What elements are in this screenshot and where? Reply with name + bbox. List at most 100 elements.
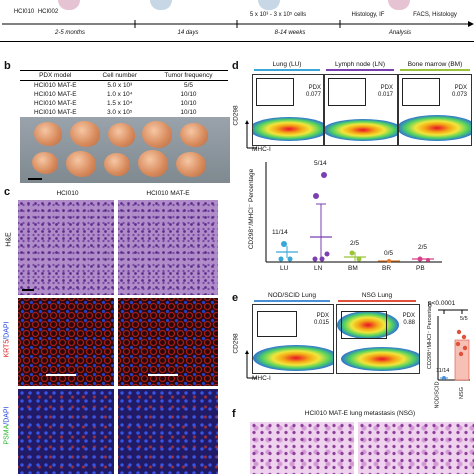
data-point-ln bbox=[312, 256, 318, 262]
timeline-step-facs: FACS, Histology bbox=[413, 12, 457, 18]
table-header: Cell number bbox=[102, 72, 137, 79]
data-point-pb bbox=[426, 258, 430, 262]
tumor bbox=[32, 152, 58, 174]
title-underline bbox=[338, 300, 416, 302]
facs-title-bm-text: Bone marrow (BM) bbox=[407, 61, 463, 68]
facs-density bbox=[253, 117, 323, 141]
table-header: Tumor frequency bbox=[164, 72, 213, 79]
x-tick-bm: BM bbox=[348, 265, 358, 272]
data-point-lu bbox=[287, 256, 293, 262]
facs-title-lung: Lung (LU) bbox=[252, 61, 322, 71]
tumor bbox=[138, 150, 168, 177]
fraction-lu: 11/14 bbox=[272, 229, 288, 236]
table-cell: 10/10 bbox=[180, 100, 197, 107]
facs-pdx-readout: PDX 0.88 bbox=[383, 313, 415, 327]
fraction-pb: 2/5 bbox=[418, 244, 428, 251]
fraction-nodscid: 11/14 bbox=[436, 368, 450, 374]
facs-title-nsg: NSG Lung bbox=[336, 292, 418, 302]
psma-image-hci010 bbox=[18, 389, 114, 474]
timeline-cells: 5 x 10³ - 3 x 10⁵ cells bbox=[249, 12, 307, 18]
dot-plot-e bbox=[437, 309, 470, 381]
duration-3: 8-14 weeks bbox=[274, 30, 306, 36]
facs-gate bbox=[341, 311, 387, 339]
facs-gate bbox=[402, 78, 440, 106]
facs-pdx-readout: PDX 0.015 bbox=[297, 313, 329, 327]
timeline-label-hci002: HCI002 bbox=[37, 9, 59, 15]
column-header-hci010: HCI010 bbox=[56, 190, 79, 197]
facs-title-nodscid: NOD/SCID Lung bbox=[252, 292, 332, 302]
pvalue-label: p<0.0001 bbox=[428, 300, 456, 307]
he-image-hci010 bbox=[18, 200, 114, 295]
scale-bar bbox=[46, 374, 76, 376]
x-tick-ln: LN bbox=[314, 265, 323, 272]
facs-plot-lung: PDX 0.077 bbox=[252, 74, 324, 146]
table-cell: 10/10 bbox=[180, 91, 197, 98]
krt5-image-hci010 bbox=[18, 298, 114, 386]
facs-pdx-readout: PDX 0.077 bbox=[293, 85, 321, 99]
x-tick-lu: LU bbox=[280, 265, 289, 272]
timeline-label-hci010: HCI010 bbox=[13, 9, 35, 15]
panel-d-letter: d bbox=[232, 60, 239, 72]
duration-4: Analysis bbox=[388, 30, 412, 36]
krt5-image-mat-e bbox=[118, 298, 218, 386]
facs-density bbox=[341, 347, 419, 371]
table-header: PDX model bbox=[39, 72, 72, 79]
dapi-label: /DAPI bbox=[3, 321, 11, 340]
facs-density bbox=[325, 119, 397, 141]
data-point-ln bbox=[313, 193, 319, 199]
facs-pdx-readout: PDX 0.073 bbox=[439, 85, 467, 99]
facs-x-axis-label: MHC-I bbox=[252, 146, 271, 153]
table-cell: 5.0 x 10³ bbox=[107, 82, 133, 89]
psma-label: PSMA bbox=[3, 424, 11, 445]
e-ylabel: CD298⁺/MHCI⁻ Percentage bbox=[427, 300, 433, 370]
facs-e-x-axis-label: MHC-I bbox=[252, 375, 271, 382]
mouse-illustration-1 bbox=[58, 0, 80, 10]
psma-image-mat-e bbox=[118, 389, 218, 474]
data-point-nodscid bbox=[442, 376, 446, 380]
table-cell: HCI010 MAT-E bbox=[34, 82, 77, 89]
data-point-lu bbox=[278, 256, 284, 262]
facs-plot-bm: PDX 0.073 bbox=[398, 74, 472, 146]
mouse-illustration-3 bbox=[258, 0, 280, 10]
row-label-psma: PSMA/DAPI bbox=[4, 401, 11, 451]
facs-density bbox=[399, 115, 471, 141]
panel-e-letter: e bbox=[232, 292, 239, 304]
facs-title-nodscid-text: NOD/SCID Lung bbox=[267, 292, 317, 299]
data-point-br bbox=[387, 259, 391, 263]
pdx-label: PDX bbox=[316, 313, 329, 319]
panel-c-letter: c bbox=[4, 186, 11, 198]
scale-bar bbox=[148, 374, 178, 376]
timeline-divider bbox=[0, 41, 474, 42]
pdx-label: PDX bbox=[402, 313, 415, 319]
dot-plot-d bbox=[265, 162, 442, 263]
facs-title-ln: Lymph node (LN) bbox=[324, 61, 396, 71]
column-header-mat-e: HCI010 MAT-E bbox=[146, 190, 190, 197]
facs-pdx-readout: PDX 0.017 bbox=[365, 85, 393, 99]
facs-title-lung-text: Lung (LU) bbox=[272, 61, 302, 68]
data-point-ln bbox=[321, 172, 327, 178]
fraction-ln: 5/14 bbox=[314, 160, 327, 167]
tumor-photo bbox=[20, 117, 230, 183]
data-point-nsg bbox=[455, 341, 461, 347]
data-point-ln bbox=[324, 251, 330, 257]
data-point-nsg bbox=[462, 345, 468, 351]
facs-title-bm: Bone marrow (BM) bbox=[398, 61, 472, 71]
panel-f-title: HCI010 MAT-E lung metastasis (NSG) bbox=[304, 410, 416, 417]
fraction-nsg: 5/5 bbox=[460, 316, 468, 322]
pdx-label: PDX bbox=[454, 85, 467, 91]
title-underline bbox=[254, 69, 320, 71]
pdx-value: 0.077 bbox=[305, 92, 321, 98]
x-tick-nodscid: NOD/SCID bbox=[434, 381, 441, 409]
tumor bbox=[70, 121, 100, 147]
pdx-value: 0.015 bbox=[313, 320, 329, 326]
fraction-bm: 2/5 bbox=[350, 240, 360, 247]
table-row: HCI010 MAT-E 1.5 x 10⁴ 10/10 bbox=[20, 99, 228, 108]
title-underline bbox=[400, 69, 470, 71]
facs-e-axis-arrows bbox=[245, 350, 257, 379]
tumor bbox=[34, 122, 62, 146]
table-cell: 1.0 x 10⁴ bbox=[107, 91, 133, 98]
table-cell: HCI010 MAT-E bbox=[34, 109, 77, 116]
data-point-pb bbox=[417, 256, 423, 262]
mouse-illustration-2 bbox=[150, 0, 172, 10]
table-cell: 10/10 bbox=[180, 109, 197, 116]
